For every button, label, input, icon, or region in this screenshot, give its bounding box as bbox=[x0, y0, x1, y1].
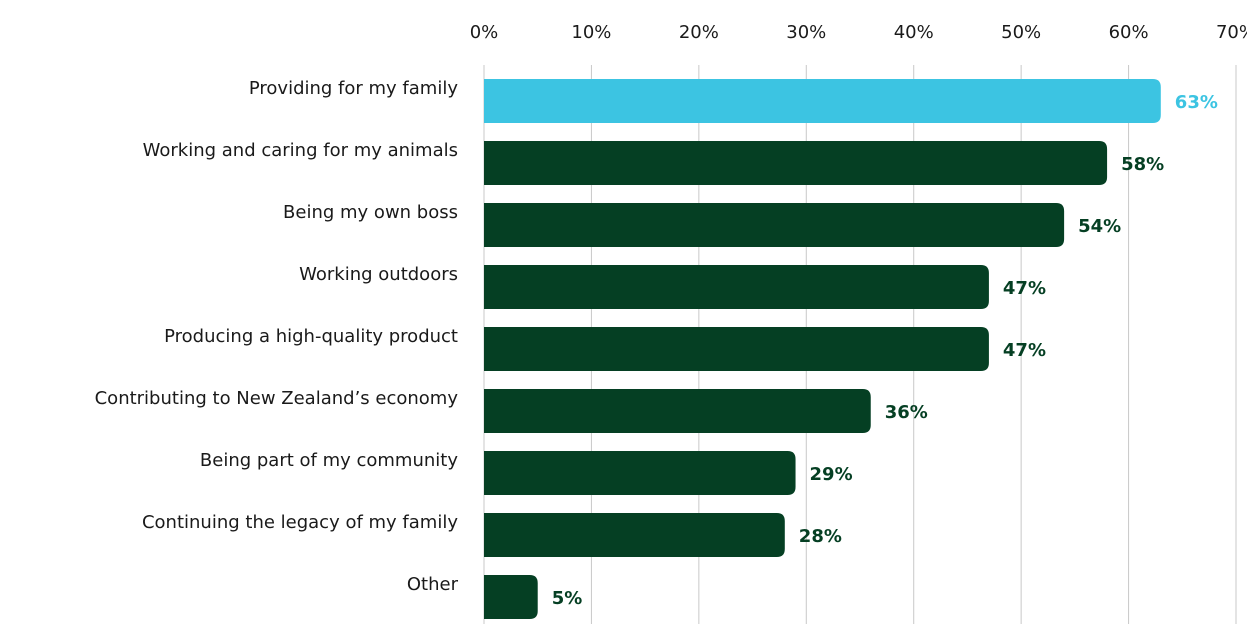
bar bbox=[484, 327, 989, 371]
x-tick-label: 0% bbox=[470, 22, 499, 43]
bar bbox=[484, 141, 1108, 185]
category-label: Providing for my family bbox=[249, 78, 458, 99]
x-tick-label: 10% bbox=[571, 22, 611, 43]
bar bbox=[484, 79, 1161, 123]
x-tick-label: 70% bbox=[1216, 22, 1247, 43]
value-label: 36% bbox=[885, 402, 928, 423]
x-tick-label: 60% bbox=[1109, 22, 1149, 43]
value-labels: 63% 58% 54% 47% 47% 36% 29% 28% 5% bbox=[552, 92, 1218, 609]
category-label: Being my own boss bbox=[283, 202, 458, 223]
x-tick-label: 50% bbox=[1001, 22, 1041, 43]
bar bbox=[484, 575, 538, 619]
category-labels: Providing for my family Working and carin… bbox=[95, 78, 459, 595]
category-label: Being part of my community bbox=[200, 450, 458, 471]
bar bbox=[484, 265, 989, 309]
x-axis-ticks: 0% 10% 20% 30% 40% 50% 60% 70% bbox=[470, 22, 1247, 43]
bar bbox=[484, 513, 785, 557]
category-label: Continuing the legacy of my family bbox=[142, 512, 458, 533]
bars bbox=[484, 79, 1161, 619]
value-label: 47% bbox=[1003, 278, 1046, 299]
category-label: Other bbox=[407, 574, 459, 595]
x-tick-label: 40% bbox=[894, 22, 934, 43]
x-tick-label: 20% bbox=[679, 22, 719, 43]
category-label: Working outdoors bbox=[299, 264, 458, 285]
value-label: 28% bbox=[799, 526, 842, 547]
value-label: 5% bbox=[552, 588, 583, 609]
bar bbox=[484, 203, 1065, 247]
value-label: 58% bbox=[1121, 154, 1164, 175]
value-label: 47% bbox=[1003, 340, 1046, 361]
x-tick-label: 30% bbox=[786, 22, 826, 43]
category-label: Contributing to New Zealand’s economy bbox=[95, 388, 459, 409]
category-label: Producing a high-quality product bbox=[164, 326, 458, 347]
value-label: 63% bbox=[1175, 92, 1218, 113]
category-label: Working and caring for my animals bbox=[143, 140, 458, 161]
bar bbox=[484, 389, 871, 433]
value-label: 29% bbox=[810, 464, 853, 485]
bar bbox=[484, 451, 796, 495]
value-label: 54% bbox=[1078, 216, 1121, 237]
